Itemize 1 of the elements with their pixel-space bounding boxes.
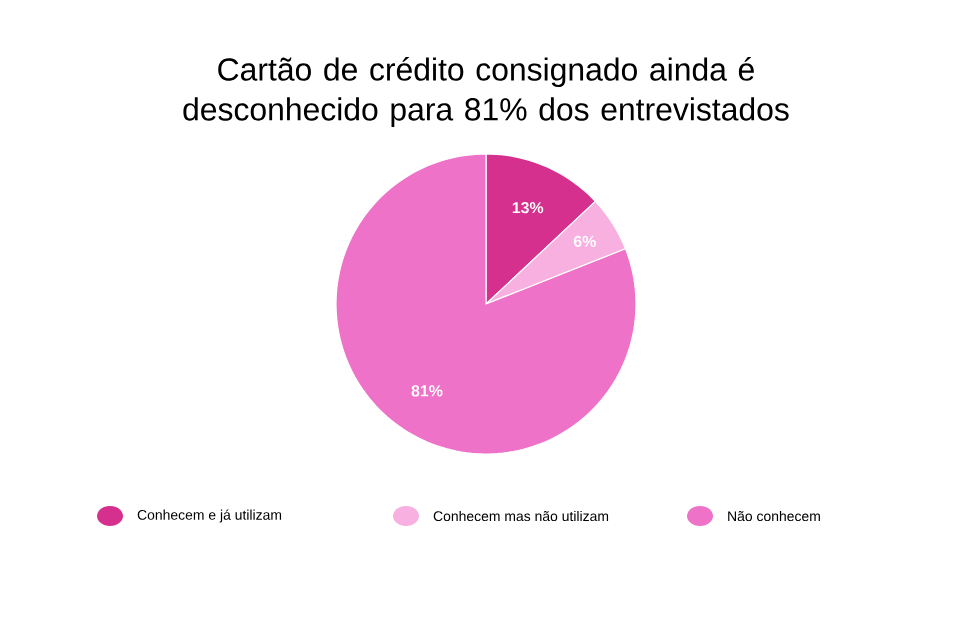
chart-title: Cartão de crédito consignado ainda é desconhecido para 81% dos entrevistados [183,57,789,127]
